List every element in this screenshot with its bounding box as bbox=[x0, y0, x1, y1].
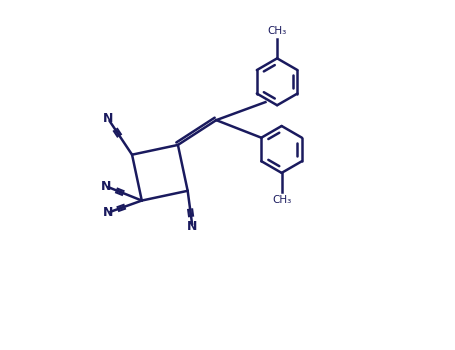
Text: N: N bbox=[187, 220, 197, 233]
Text: N: N bbox=[103, 206, 113, 219]
Text: CH₃: CH₃ bbox=[272, 195, 291, 205]
Text: CH₃: CH₃ bbox=[268, 26, 287, 36]
Text: N: N bbox=[101, 180, 111, 193]
Text: N: N bbox=[103, 112, 113, 126]
